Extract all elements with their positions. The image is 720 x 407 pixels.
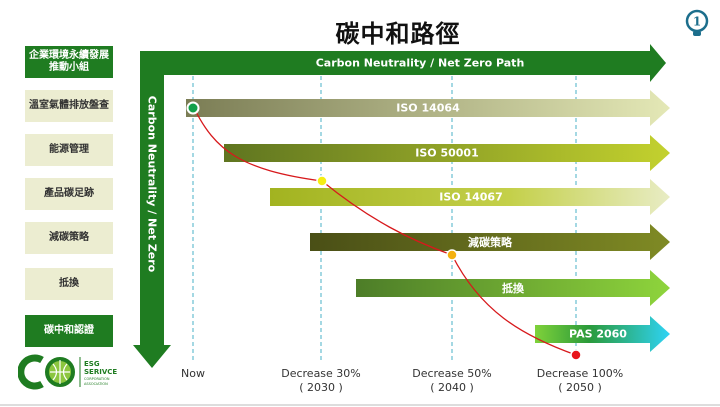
sidebar-item-carbon-neutral-cert: 碳中和認證 [25, 315, 113, 347]
bar-label-offset: 抵換 [502, 282, 524, 295]
svg-text:CORPORATION: CORPORATION [84, 377, 110, 381]
page-title: 碳中和路徑 [335, 20, 461, 48]
page-number-badge-icon: 1 [685, 9, 709, 36]
bar-label-iso-50001: ISO 50001 [415, 146, 479, 160]
milestone-label-2050: Decrease 100%( 2050 ) [536, 367, 624, 394]
svg-text:SERIVCE: SERIVCE [84, 368, 117, 376]
milestone-point-2040 [446, 249, 458, 261]
bar-pas-2060 [535, 316, 670, 352]
sidebar-item-offset: 抵換 [25, 268, 113, 300]
page-number: 1 [693, 15, 701, 29]
milestone-label-2040: Decrease 50%( 2040 ) [412, 367, 492, 394]
bar-label-reduction-strategy: 減碳策略 [468, 236, 512, 249]
bar-iso-14064 [186, 90, 670, 126]
sidebar-item-energy-management: 能源管理 [25, 134, 113, 166]
bar-iso-50001 [224, 135, 670, 171]
milestone-point-2050 [570, 349, 582, 361]
milestone-label-2030: Decrease 30%( 2030 ) [281, 367, 361, 394]
svg-text:ESG: ESG [84, 360, 100, 368]
milestone-point-now [186, 101, 200, 115]
milestone-label-now: Now [181, 367, 205, 380]
vertical-axis-label: Carbon Neutrality / Net Zero [145, 95, 159, 273]
svg-text:ASSOCIATION: ASSOCIATION [84, 382, 108, 386]
bar-iso-14067 [270, 179, 670, 215]
sidebar-item-product-carbon-footprint: 產品碳足跡 [25, 178, 113, 210]
sidebar-item-ghg-inventory: 溫室氣體排放盤查 [25, 90, 113, 122]
horizontal-axis-label: Carbon Neutrality / Net Zero Path [315, 56, 525, 70]
bar-label-pas-2060: PAS 2060 [569, 327, 627, 341]
bar-label-iso-14064: ISO 14064 [396, 101, 460, 115]
esg-service-logo: ESG SERIVCE CORPORATION ASSOCIATION [18, 354, 117, 390]
reduction-curve [193, 107, 577, 356]
milestone-point-2030 [316, 175, 328, 187]
sidebar-item-esg-team: 企業環境永續發展 推動小組 [25, 46, 113, 78]
milestone-gridlines [192, 76, 577, 362]
bar-offset [356, 270, 670, 306]
bar-label-iso-14067: ISO 14067 [439, 190, 503, 204]
sidebar-item-reduction-strategy: 減碳策略 [25, 222, 113, 254]
